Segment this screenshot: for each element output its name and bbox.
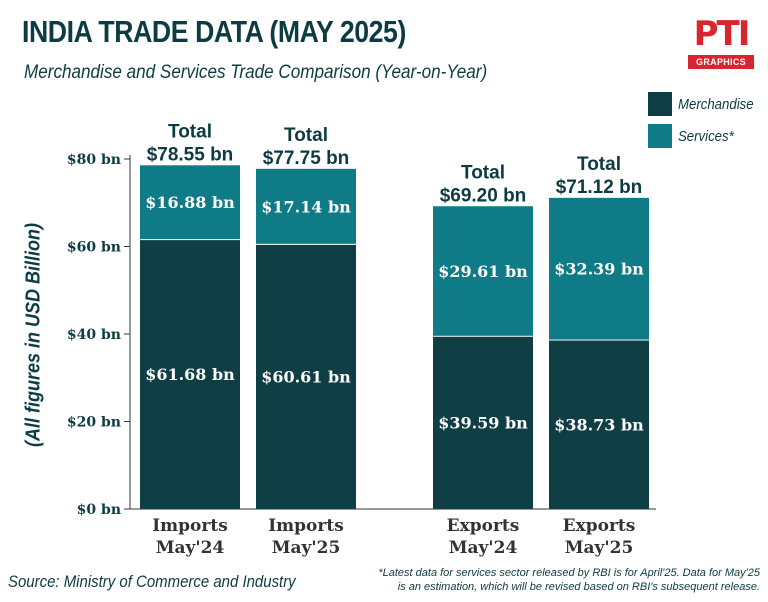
x-tick-label-sub: May'25 — [565, 538, 634, 558]
data-label: $29.61 bn — [438, 262, 528, 281]
x-tick-label: Imports — [152, 516, 228, 536]
bar-segment-services — [140, 165, 240, 240]
chart-subtitle: Merchandise and Services Trade Compariso… — [24, 62, 488, 83]
x-tick-label: Exports — [447, 516, 520, 536]
y-tick-label: $20 bn — [67, 415, 121, 431]
bar-segment-services — [549, 197, 649, 340]
data-label: $17.14 bn — [261, 197, 351, 216]
chart-legend: Merchandise Services* — [648, 92, 764, 156]
footnote-line-2: is an estimation, which will be revised … — [397, 581, 760, 593]
total-caption: Total — [577, 154, 621, 175]
pti-graphics-logo: PTI GRAPHICS — [688, 14, 754, 70]
y-tick-label: $80 bn — [67, 152, 121, 168]
bar-segment-services — [256, 168, 356, 244]
logo-mark: PTI — [688, 14, 754, 54]
footnote-line-1: *Latest data for services sector release… — [378, 567, 760, 579]
total-caption: Total — [168, 121, 212, 142]
bar-segment-merchandise — [549, 339, 649, 509]
data-label: $38.73 bn — [554, 415, 644, 434]
total-value-label: $78.55 bn — [147, 144, 234, 165]
chart-title: INDIA TRADE DATA (MAY 2025) — [22, 14, 406, 49]
x-tick-label-sub: May'24 — [156, 538, 225, 558]
total-value-label: $77.75 bn — [263, 148, 350, 169]
bar-segment-merchandise — [256, 243, 356, 510]
total-value-label: $69.20 bn — [440, 185, 527, 206]
y-tick-label: $40 bn — [67, 327, 121, 343]
y-tick-label: $60 bn — [67, 240, 121, 256]
data-label: $61.68 bn — [145, 365, 235, 384]
legend-swatch-merchandise — [648, 92, 672, 116]
legend-item-merchandise: Merchandise — [648, 92, 764, 116]
x-tick-label: Exports — [563, 516, 636, 536]
data-label: $16.88 bn — [145, 193, 235, 212]
x-tick-label-sub: May'24 — [449, 538, 518, 558]
bar-segment-merchandise — [433, 335, 533, 509]
data-label: $60.61 bn — [261, 367, 351, 386]
total-value-label: $71.12 bn — [556, 177, 643, 198]
y-tick-label: $0 bn — [77, 502, 121, 518]
legend-label-services: Services* — [678, 127, 734, 145]
data-label: $32.39 bn — [554, 260, 644, 279]
logo-tag: GRAPHICS — [688, 55, 754, 69]
footnote: *Latest data for services sector release… — [340, 566, 760, 594]
bar-segment-merchandise — [140, 239, 240, 509]
legend-label-merchandise: Merchandise — [678, 95, 754, 113]
source-note: Source: Ministry of Commerce and Industr… — [8, 572, 296, 591]
total-caption: Total — [284, 125, 328, 146]
x-tick-label-sub: May'25 — [272, 538, 341, 558]
bar-segment-services — [433, 206, 533, 336]
legend-swatch-services — [648, 124, 672, 148]
total-caption: Total — [461, 162, 505, 183]
legend-item-services: Services* — [648, 124, 764, 148]
x-tick-label: Imports — [268, 516, 344, 536]
data-label: $39.59 bn — [438, 413, 528, 432]
